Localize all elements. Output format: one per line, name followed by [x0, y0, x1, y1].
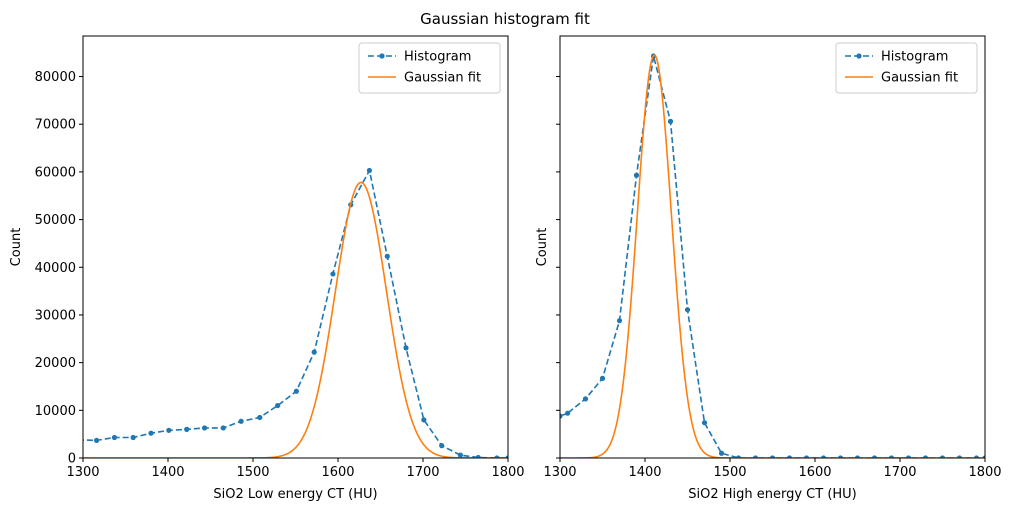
histogram-point: [457, 452, 463, 458]
x-tick-label: 1800: [968, 465, 1001, 480]
histogram-point: [75, 437, 80, 442]
y-axis-label: Count: [535, 228, 550, 267]
x-tick-label: 1300: [66, 465, 99, 480]
histogram-point: [565, 410, 571, 416]
histogram-point: [111, 434, 118, 441]
histogram-point: [616, 318, 623, 324]
figure-title: Gaussian histogram fit: [420, 10, 590, 28]
axes-frame: [559, 35, 986, 459]
x-tick-label: 1300: [543, 465, 576, 480]
x-tick-label: 1500: [713, 465, 746, 480]
legend-histogram-label: Histogram: [404, 50, 471, 65]
y-tick-label: 80000: [35, 70, 76, 85]
y-axis-label: Count: [9, 228, 24, 267]
y-tick-label: 50000: [35, 213, 76, 228]
histogram-point: [201, 425, 208, 431]
histogram-point: [718, 450, 725, 456]
histogram-point: [684, 307, 691, 313]
y-tick-label: 0: [68, 452, 76, 467]
x-tick-label: 1700: [883, 465, 916, 480]
subplot-high-energy: 1300 1400 1500 1600 1700 1800 SiO2 High energy…: [535, 35, 1002, 502]
histogram-point: [582, 396, 589, 402]
histogram-point: [366, 167, 373, 174]
y-tick-label: 10000: [35, 404, 76, 419]
histogram-point: [184, 426, 190, 432]
plot-area: [75, 167, 508, 458]
x-tick-label: 1600: [321, 465, 354, 480]
histogram-point: [421, 417, 427, 423]
plot-area: [560, 53, 985, 458]
legend-fit-label: Gaussian fit: [881, 71, 958, 86]
legend-box: [835, 42, 978, 94]
gaussian-fit-line: [83, 181, 508, 458]
x-tick-label: 1600: [798, 465, 831, 480]
histogram-point: [599, 375, 606, 381]
x-tick-label: 1500: [236, 465, 269, 480]
gaussian-fit-line: [560, 54, 985, 458]
histogram-point: [148, 430, 154, 436]
axes-frame: [82, 35, 509, 459]
histogram-line: [560, 55, 985, 458]
x-tick-label: 1800: [491, 465, 524, 480]
legend-box: [358, 42, 501, 94]
histogram-point: [633, 172, 640, 178]
histogram-point: [403, 345, 409, 351]
histogram-point: [166, 427, 172, 433]
histogram-point: [275, 402, 281, 409]
x-axis-label: SiO2 Low energy CT (HU): [213, 487, 377, 502]
histogram-point: [560, 413, 563, 419]
histogram-point: [94, 437, 100, 443]
legend-histogram-marker: [379, 53, 385, 59]
histogram-point: [257, 414, 263, 421]
x-tick-label: 1400: [151, 465, 184, 480]
histogram-point: [220, 425, 226, 431]
y-tick-label: 70000: [35, 118, 76, 133]
histogram-point: [293, 388, 299, 394]
y-tick-label: 40000: [35, 261, 76, 276]
legend-histogram-marker: [856, 53, 862, 59]
y-tick-label: 60000: [35, 165, 76, 180]
histogram-line: [83, 168, 508, 458]
histogram-point: [439, 443, 445, 449]
x-axis-label: SiO2 High energy CT (HU): [688, 487, 857, 502]
histogram-point: [330, 271, 336, 277]
x-tick-label: 1400: [628, 465, 661, 480]
histogram-point: [238, 418, 244, 424]
x-tick-label: 1700: [406, 465, 439, 480]
legend-histogram-label: Histogram: [881, 50, 948, 65]
histogram-point: [130, 434, 136, 441]
legend-fit-label: Gaussian fit: [404, 71, 481, 86]
histogram-point: [311, 349, 317, 355]
histogram-point: [667, 118, 674, 124]
y-tick-label: 30000: [35, 308, 76, 323]
subplot-low-energy: 1300 1400 1500 1600 1700 1800 0 10000 20000 30000…: [9, 35, 525, 502]
histogram-point: [384, 253, 390, 259]
histogram-point: [701, 420, 708, 426]
y-tick-label: 20000: [35, 356, 76, 371]
